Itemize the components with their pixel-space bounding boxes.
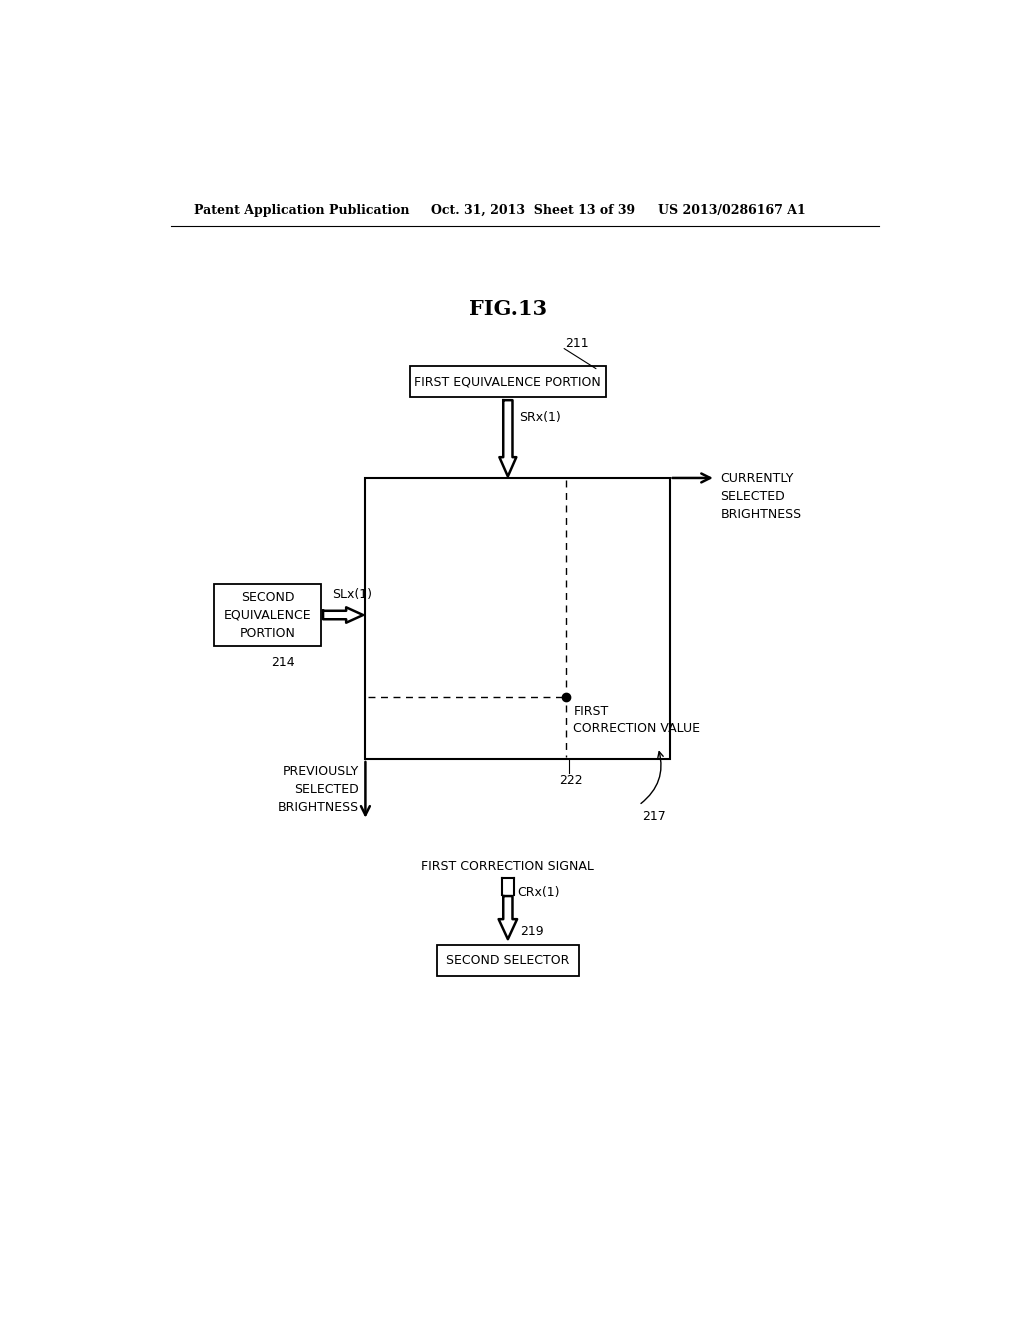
Text: SECOND SELECTOR: SECOND SELECTOR [446,954,569,968]
Text: 222: 222 [559,774,583,787]
Text: PREVIOUSLY
SELECTED
BRIGHTNESS: PREVIOUSLY SELECTED BRIGHTNESS [279,766,359,814]
Text: CRx(1): CRx(1) [517,886,559,899]
Text: FIRST EQUIVALENCE PORTION: FIRST EQUIVALENCE PORTION [415,375,601,388]
Bar [366,478,670,759]
Text: CURRENTLY
SELECTED
BRIGHTNESS: CURRENTLY SELECTED BRIGHTNESS [720,471,802,521]
Text: SECOND
EQUIVALENCE
PORTION: SECOND EQUIVALENCE PORTION [224,590,311,639]
Text: FIRST
CORRECTION VALUE: FIRST CORRECTION VALUE [573,705,700,735]
Polygon shape [323,607,364,623]
Bar [410,367,606,397]
Text: 219: 219 [520,925,544,939]
Text: 214: 214 [271,656,295,669]
Polygon shape [500,400,516,477]
Text: SLx(1): SLx(1) [333,589,373,601]
Bar [436,945,580,977]
Text: Patent Application Publication: Patent Application Publication [194,205,410,218]
Text: US 2013/0286167 A1: US 2013/0286167 A1 [658,205,806,218]
Text: 217: 217 [643,810,667,824]
Text: FIRST CORRECTION SIGNAL: FIRST CORRECTION SIGNAL [422,861,594,874]
Text: SRx(1): SRx(1) [518,411,560,424]
Bar [214,585,321,645]
Text: 211: 211 [565,337,589,350]
Polygon shape [499,896,517,940]
Text: FIG.13: FIG.13 [469,298,547,318]
Text: Oct. 31, 2013  Sheet 13 of 39: Oct. 31, 2013 Sheet 13 of 39 [431,205,635,218]
